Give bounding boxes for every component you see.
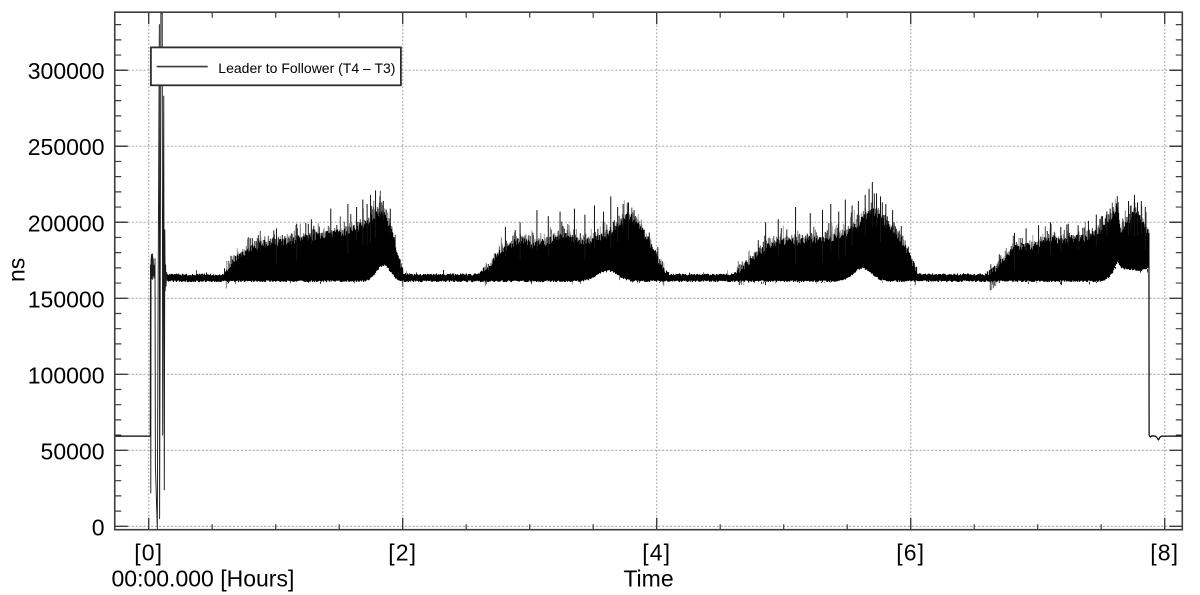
svg-text:300000: 300000 xyxy=(28,58,105,84)
svg-text:[4]: [4] xyxy=(642,540,671,566)
svg-text:00:00.000 [Hours]: 00:00.000 [Hours] xyxy=(112,566,295,592)
svg-text:[8]: [8] xyxy=(1150,540,1179,566)
svg-text:[2]: [2] xyxy=(388,540,417,566)
svg-text:Leader to Follower (T4 – T3): Leader to Follower (T4 – T3) xyxy=(218,60,395,76)
svg-text:250000: 250000 xyxy=(28,134,105,160)
svg-text:100000: 100000 xyxy=(28,362,105,388)
svg-text:200000: 200000 xyxy=(28,210,105,236)
svg-text:[0]: [0] xyxy=(134,540,163,566)
svg-text:Time: Time xyxy=(623,566,673,592)
svg-text:50000: 50000 xyxy=(41,438,105,464)
svg-text:ns: ns xyxy=(4,258,30,282)
svg-text:150000: 150000 xyxy=(28,286,105,312)
svg-text:0: 0 xyxy=(92,514,105,540)
svg-text:[6]: [6] xyxy=(896,540,925,566)
